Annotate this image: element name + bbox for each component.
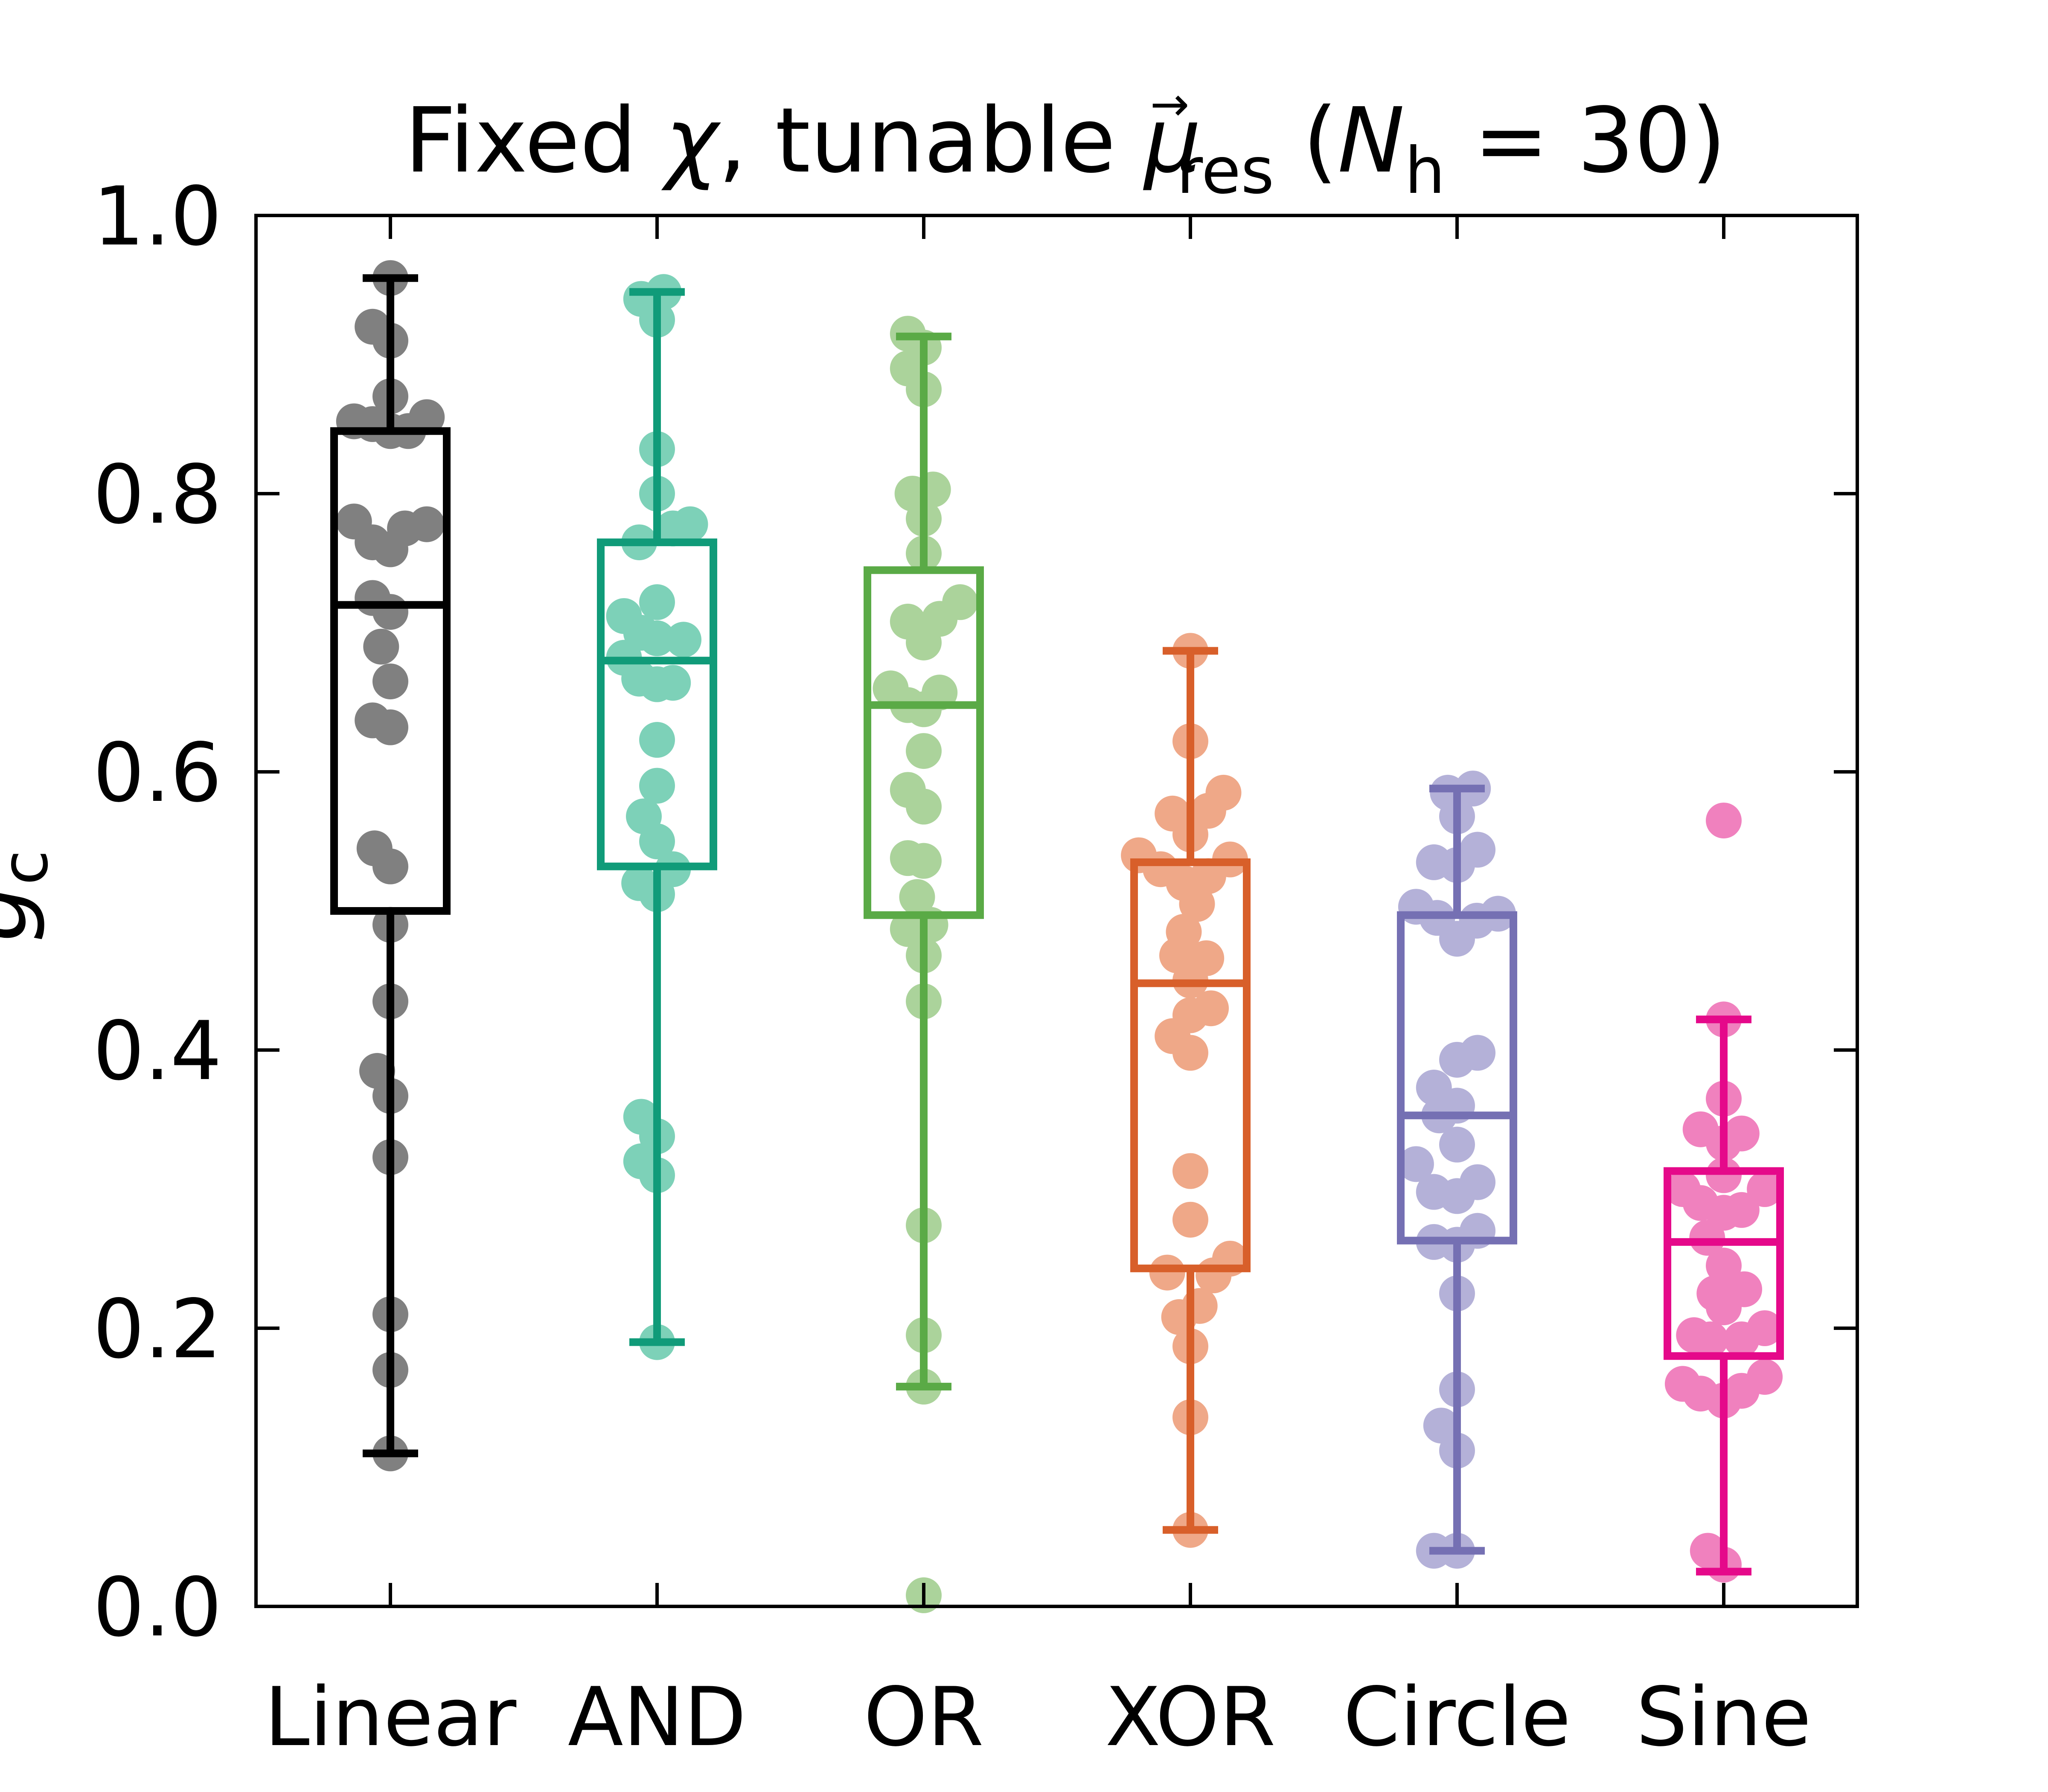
point-circle-12	[1439, 1041, 1475, 1078]
point-or-18	[906, 788, 942, 825]
point-and-17	[639, 722, 675, 758]
x-tick-label-sine: Sine	[1636, 1670, 1812, 1764]
point-circle-10	[1439, 921, 1475, 957]
y-tick-label-2: 0.4	[93, 1004, 222, 1098]
y-axis-label-main: g	[0, 885, 47, 942]
axes-layer: Linear AND OR XOR Circle Sine 0.0 0.2 0.4 0.6 0.8 1…	[93, 169, 1859, 1764]
point-and-6	[655, 510, 691, 547]
box-linear	[330, 427, 451, 915]
point-sine-6	[1706, 1157, 1742, 1193]
point-sine-0	[1706, 803, 1742, 839]
y-tick-label-3: 0.6	[93, 726, 222, 820]
title-mu: μ	[1143, 88, 1201, 193]
point-sine-13	[1706, 1248, 1742, 1284]
y-axis-label-sub: c	[0, 850, 62, 885]
box-circle	[1397, 911, 1517, 1245]
title-chi: χ	[661, 88, 721, 193]
point-sine-16	[1706, 1289, 1742, 1326]
point-linear-19	[372, 709, 408, 745]
point-sine-19	[1693, 1321, 1728, 1358]
point-and-8	[639, 584, 675, 620]
point-xor-23	[1149, 1254, 1185, 1291]
title-mu-arrow: →	[1150, 77, 1189, 131]
x-tick-label-xor: XOR	[1105, 1670, 1276, 1764]
title-n: N	[1338, 88, 1405, 193]
point-sine-12	[1689, 1220, 1725, 1256]
box-or	[864, 566, 984, 919]
y-tick-label-1: 0.2	[93, 1282, 222, 1376]
point-or-16	[906, 733, 942, 769]
title-open: (	[1274, 88, 1338, 193]
point-and-11	[639, 620, 675, 657]
point-sine-8	[1747, 1171, 1783, 1207]
point-linear-16	[363, 628, 399, 665]
title-prefix: Fixed	[404, 88, 665, 193]
point-sine-20	[1723, 1321, 1760, 1358]
y-tick-label-5: 1.0	[93, 169, 222, 264]
box-sine	[1664, 1167, 1784, 1360]
y-tick-label-4: 0.8	[93, 448, 222, 542]
box-and	[597, 538, 717, 870]
point-circle-20	[1439, 1178, 1475, 1214]
point-or-15	[906, 691, 942, 727]
x-tick-label-or: OR	[864, 1670, 984, 1764]
x-tick-label-circle: Circle	[1343, 1670, 1571, 1764]
plot-frame	[254, 214, 1859, 1608]
point-and-12	[666, 622, 701, 658]
point-or-11	[906, 624, 942, 660]
point-linear-15	[372, 594, 408, 630]
point-xor-19	[1172, 1035, 1208, 1071]
point-and-20	[639, 823, 675, 859]
point-or-23	[890, 911, 926, 947]
boxes-layer	[330, 274, 1784, 1576]
box-xor	[1130, 858, 1251, 1272]
point-circle-17	[1398, 1146, 1434, 1182]
point-linear-13	[372, 531, 408, 567]
point-xor-21	[1172, 1201, 1208, 1238]
point-circle-16	[1439, 1126, 1475, 1163]
title-eq: = 30)	[1445, 88, 1726, 193]
point-or-20	[906, 843, 942, 879]
point-linear-17	[372, 663, 408, 700]
x-tick-label-and: AND	[568, 1670, 746, 1764]
point-and-16	[639, 666, 675, 702]
point-xor-20	[1172, 1153, 1208, 1189]
title-n-sub: h	[1405, 134, 1445, 208]
y-tick-label-0: 0.0	[93, 1560, 222, 1655]
point-xor-24	[1196, 1257, 1232, 1294]
point-and-18	[639, 768, 675, 804]
point-linear-21	[372, 848, 408, 884]
point-or-21	[899, 879, 935, 915]
y-axis-label: gc	[0, 850, 62, 942]
chart-title: Fixed χ, tunable μ→ res (Nh = 30)	[404, 77, 1726, 208]
title-sep: , tunable	[718, 88, 1144, 193]
point-xor-11	[1179, 886, 1215, 922]
x-tick-label-linear: Linear	[265, 1670, 517, 1764]
title-mu-sub: res	[1177, 134, 1274, 208]
